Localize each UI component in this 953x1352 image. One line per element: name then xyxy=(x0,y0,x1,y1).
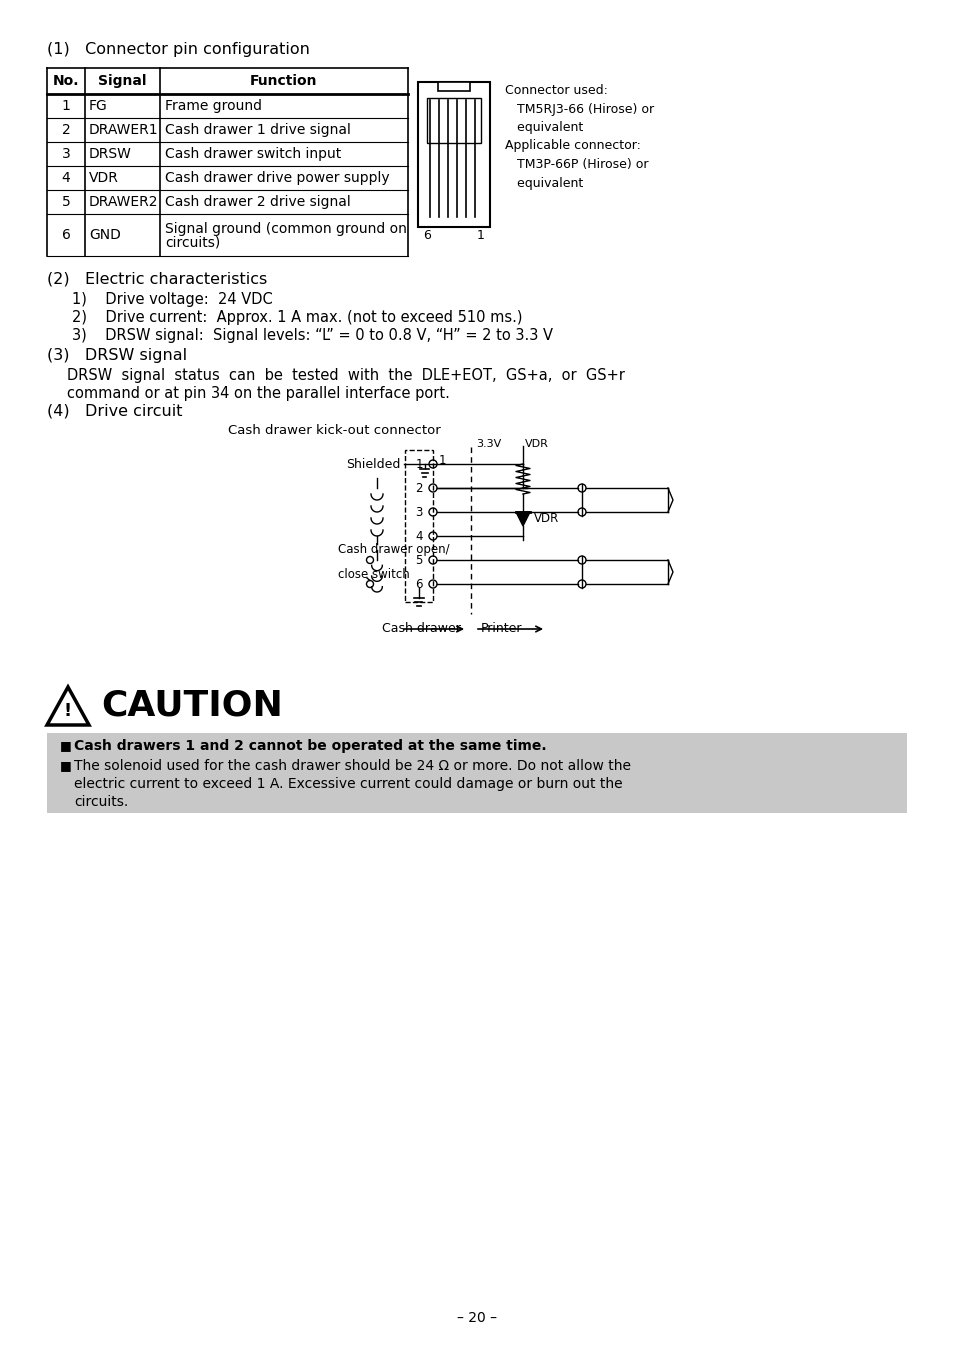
Text: 2)    Drive current:  Approx. 1 A max. (not to exceed 510 ms.): 2) Drive current: Approx. 1 A max. (not … xyxy=(71,310,522,324)
Text: Cash drawer: Cash drawer xyxy=(382,622,460,635)
Text: DRAWER2: DRAWER2 xyxy=(89,195,158,210)
Text: Cash drawer 2 drive signal: Cash drawer 2 drive signal xyxy=(165,195,351,210)
Text: Function: Function xyxy=(250,74,317,88)
Text: The solenoid used for the cash drawer should be 24 Ω or more. Do not allow the: The solenoid used for the cash drawer sh… xyxy=(74,758,630,773)
Bar xyxy=(437,82,470,91)
Text: !: ! xyxy=(64,702,72,719)
Text: 1: 1 xyxy=(476,228,484,242)
Text: 5: 5 xyxy=(415,553,422,566)
Text: Cash drawer switch input: Cash drawer switch input xyxy=(165,147,341,161)
Text: Signal: Signal xyxy=(98,74,147,88)
Text: 1: 1 xyxy=(438,454,446,466)
Text: 3: 3 xyxy=(62,147,71,161)
Text: 1: 1 xyxy=(62,99,71,114)
Text: VDR: VDR xyxy=(89,170,119,185)
Polygon shape xyxy=(516,512,530,526)
Text: Cash drawer drive power supply: Cash drawer drive power supply xyxy=(165,170,389,185)
Text: 4: 4 xyxy=(415,530,422,542)
Text: GND: GND xyxy=(89,228,121,242)
Text: (3)   DRSW signal: (3) DRSW signal xyxy=(47,347,187,362)
Text: command or at pin 34 on the parallel interface port.: command or at pin 34 on the parallel int… xyxy=(67,387,450,402)
Text: 3: 3 xyxy=(415,506,422,519)
Text: Shielded: Shielded xyxy=(346,457,400,470)
Text: 4: 4 xyxy=(62,170,71,185)
Bar xyxy=(427,97,480,143)
Text: 6: 6 xyxy=(62,228,71,242)
Text: DRAWER1: DRAWER1 xyxy=(89,123,158,137)
Text: (2)   Electric characteristics: (2) Electric characteristics xyxy=(47,272,267,287)
Text: 3)    DRSW signal:  Signal levels: “L” = 0 to 0.8 V, “H” = 2 to 3.3 V: 3) DRSW signal: Signal levels: “L” = 0 t… xyxy=(71,329,553,343)
Text: Cash drawer 1 drive signal: Cash drawer 1 drive signal xyxy=(165,123,351,137)
Text: – 20 –: – 20 – xyxy=(456,1311,497,1325)
Text: FG: FG xyxy=(89,99,108,114)
Text: No.: No. xyxy=(52,74,79,88)
Text: DRSW: DRSW xyxy=(89,147,132,161)
Text: VDR: VDR xyxy=(524,439,548,449)
Text: 1: 1 xyxy=(415,457,422,470)
Text: circuits): circuits) xyxy=(165,237,220,250)
Text: (4)   Drive circuit: (4) Drive circuit xyxy=(47,404,182,419)
Text: Cash drawers 1 and 2 cannot be operated at the same time.: Cash drawers 1 and 2 cannot be operated … xyxy=(74,740,546,753)
Text: 1)    Drive voltage:  24 VDC: 1) Drive voltage: 24 VDC xyxy=(71,292,273,307)
Text: Frame ground: Frame ground xyxy=(165,99,262,114)
Text: ■: ■ xyxy=(60,740,71,752)
Text: DRSW  signal  status  can  be  tested  with  the  DLE+EOT,  GS+a,  or  GS+r: DRSW signal status can be tested with th… xyxy=(67,368,624,383)
Text: 6: 6 xyxy=(415,577,422,591)
Bar xyxy=(47,733,906,813)
Text: 6: 6 xyxy=(422,228,431,242)
Text: Signal ground (common ground on: Signal ground (common ground on xyxy=(165,222,406,237)
Polygon shape xyxy=(47,687,89,725)
Text: (1)   Connector pin configuration: (1) Connector pin configuration xyxy=(47,42,310,57)
Bar xyxy=(405,450,433,602)
Text: electric current to exceed 1 A. Excessive current could damage or burn out the: electric current to exceed 1 A. Excessiv… xyxy=(74,777,622,791)
Bar xyxy=(417,82,490,227)
Text: Cash drawer open/: Cash drawer open/ xyxy=(337,544,449,556)
Text: Printer: Printer xyxy=(480,622,522,635)
Text: CAUTION: CAUTION xyxy=(101,690,283,723)
Text: 3.3V: 3.3V xyxy=(476,439,500,449)
Text: 2: 2 xyxy=(415,481,422,495)
Text: 5: 5 xyxy=(62,195,71,210)
Text: ■: ■ xyxy=(60,758,71,772)
Text: VDR: VDR xyxy=(534,512,558,526)
Text: Cash drawer kick-out connector: Cash drawer kick-out connector xyxy=(228,425,440,437)
Text: Connector used:
   TM5RJ3-66 (Hirose) or
   equivalent
Applicable connector:
   : Connector used: TM5RJ3-66 (Hirose) or eq… xyxy=(504,84,654,189)
Text: close switch: close switch xyxy=(337,568,410,581)
Text: circuits.: circuits. xyxy=(74,795,128,808)
Text: 2: 2 xyxy=(62,123,71,137)
